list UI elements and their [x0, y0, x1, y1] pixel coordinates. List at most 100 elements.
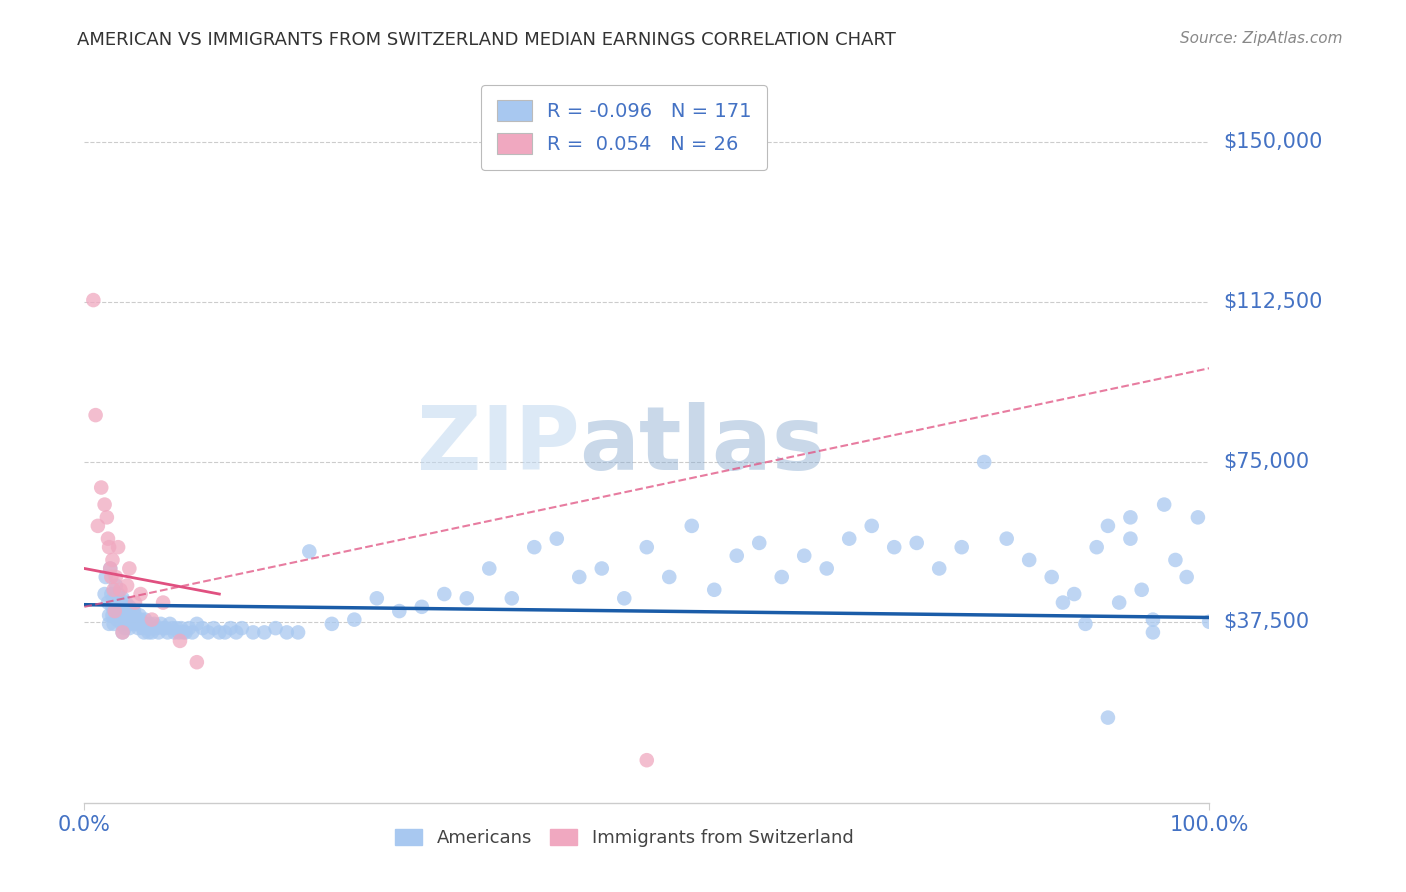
- Point: [1074, 616, 1097, 631]
- Point: [1164, 553, 1187, 567]
- Point: [114, 613, 136, 627]
- Point: [613, 591, 636, 606]
- Point: [141, 625, 163, 640]
- Point: [110, 582, 132, 597]
- Point: [1097, 710, 1119, 724]
- Point: [225, 625, 247, 640]
- Point: [169, 634, 191, 648]
- Point: [134, 613, 156, 627]
- Text: Source: ZipAtlas.com: Source: ZipAtlas.com: [1180, 31, 1343, 46]
- Point: [149, 616, 172, 631]
- Point: [1018, 553, 1040, 567]
- Point: [276, 625, 298, 640]
- Point: [98, 608, 121, 623]
- Point: [127, 616, 149, 631]
- Point: [1040, 570, 1063, 584]
- Point: [191, 621, 214, 635]
- Point: [166, 621, 188, 635]
- Point: [132, 625, 155, 640]
- Point: [928, 561, 950, 575]
- Point: [98, 540, 121, 554]
- Point: [98, 616, 121, 631]
- Point: [138, 616, 160, 631]
- Point: [104, 578, 127, 592]
- Point: [101, 608, 124, 623]
- Point: [523, 540, 546, 554]
- Point: [100, 587, 122, 601]
- Point: [100, 570, 122, 584]
- Point: [658, 570, 681, 584]
- Point: [93, 587, 115, 601]
- Point: [115, 596, 138, 610]
- Point: [84, 408, 107, 422]
- Point: [163, 625, 186, 640]
- Point: [208, 625, 231, 640]
- Point: [105, 613, 128, 627]
- Point: [636, 540, 658, 554]
- Point: [1063, 587, 1085, 601]
- Point: [995, 532, 1018, 546]
- Point: [411, 599, 433, 614]
- Point: [181, 625, 204, 640]
- Point: [860, 519, 883, 533]
- Point: [388, 604, 411, 618]
- Point: [127, 621, 149, 635]
- Point: [152, 621, 174, 635]
- Point: [1052, 596, 1074, 610]
- Point: [148, 625, 170, 640]
- Legend: Americans, Immigrants from Switzerland: Americans, Immigrants from Switzerland: [388, 822, 860, 855]
- Point: [231, 621, 253, 635]
- Point: [118, 599, 141, 614]
- Point: [94, 570, 117, 584]
- Point: [1085, 540, 1108, 554]
- Point: [135, 616, 157, 631]
- Point: [1119, 532, 1142, 546]
- Point: [159, 616, 181, 631]
- Point: [160, 621, 183, 635]
- Point: [172, 625, 194, 640]
- Text: $37,500: $37,500: [1223, 612, 1309, 632]
- Point: [110, 616, 132, 631]
- Point: [156, 625, 179, 640]
- Point: [815, 561, 838, 575]
- Point: [1108, 596, 1130, 610]
- Point: [568, 570, 591, 584]
- Point: [141, 613, 163, 627]
- Point: [107, 540, 129, 554]
- Text: $150,000: $150,000: [1223, 132, 1323, 153]
- Point: [1097, 519, 1119, 533]
- Point: [129, 613, 152, 627]
- Point: [905, 536, 928, 550]
- Point: [1119, 510, 1142, 524]
- Point: [93, 498, 115, 512]
- Point: [104, 604, 127, 618]
- Point: [118, 561, 141, 575]
- Point: [107, 587, 129, 601]
- Point: [122, 604, 145, 618]
- Point: [101, 599, 124, 614]
- Point: [242, 625, 264, 640]
- Point: [433, 587, 456, 601]
- Point: [298, 544, 321, 558]
- Point: [591, 561, 613, 575]
- Point: [145, 621, 167, 635]
- Point: [111, 625, 134, 640]
- Point: [103, 591, 125, 606]
- Point: [132, 621, 155, 635]
- Point: [321, 616, 343, 631]
- Point: [950, 540, 973, 554]
- Text: AMERICAN VS IMMIGRANTS FROM SWITZERLAND MEDIAN EARNINGS CORRELATION CHART: AMERICAN VS IMMIGRANTS FROM SWITZERLAND …: [77, 31, 896, 49]
- Point: [838, 532, 860, 546]
- Point: [97, 596, 120, 610]
- Point: [501, 591, 523, 606]
- Point: [114, 621, 136, 635]
- Point: [120, 608, 142, 623]
- Point: [703, 582, 725, 597]
- Point: [98, 561, 121, 575]
- Point: [478, 561, 501, 575]
- Point: [101, 553, 124, 567]
- Point: [748, 536, 770, 550]
- Point: [186, 655, 208, 669]
- Point: [197, 625, 219, 640]
- Point: [177, 621, 200, 635]
